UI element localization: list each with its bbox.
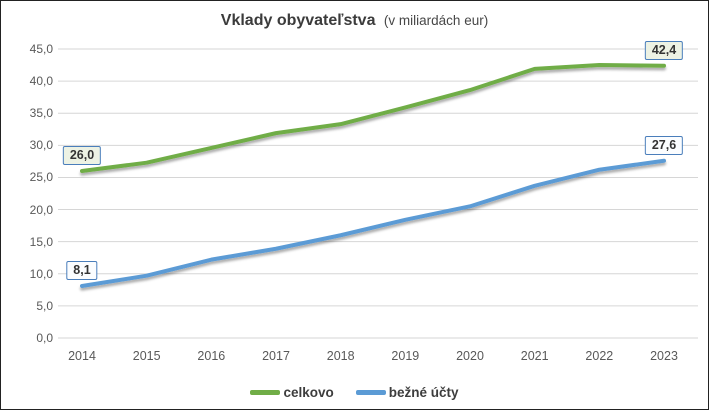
legend-item-bezne-ucty: bežné účty — [355, 385, 459, 400]
x-tick-label: 2014 — [68, 349, 96, 363]
data-label: 27,6 — [644, 135, 684, 155]
series-lines — [80, 63, 666, 288]
series-line-1 — [80, 158, 666, 288]
x-tick-label: 2016 — [197, 349, 226, 363]
gridlines — [58, 48, 698, 339]
legend: celkovo bežné účty — [1, 385, 708, 400]
y-tick-label: 30,0 — [29, 138, 53, 153]
chart-subtitle-text: (v miliardách eur) — [383, 13, 489, 28]
legend-item-celkovo: celkovo — [250, 385, 334, 400]
legend-marker-bezne-ucty — [355, 390, 386, 395]
x-tick-label: 2017 — [262, 349, 290, 363]
legend-marker-celkovo — [250, 390, 281, 395]
x-tick-label: 2018 — [326, 349, 355, 363]
x-tick-label: 2019 — [391, 349, 420, 363]
x-tick-label: 2022 — [585, 349, 614, 363]
legend-label-celkovo: celkovo — [283, 385, 334, 400]
chart-title-text: Vklady obyvateľstva — [220, 12, 376, 29]
x-tick-label: 2020 — [456, 349, 484, 363]
chart-title: Vklady obyvateľstva (v miliardách eur) — [1, 12, 708, 30]
y-tick-label: 0,0 — [36, 331, 53, 345]
legend-label-bezne-ucty: bežné účty — [388, 385, 459, 400]
y-tick-label: 5,0 — [36, 298, 53, 313]
y-tick-label: 20,0 — [29, 202, 53, 217]
x-tick-label: 2021 — [520, 349, 549, 363]
series-line-0 — [80, 63, 666, 174]
data-label: 42,4 — [644, 40, 684, 60]
y-tick-label: 15,0 — [29, 234, 53, 249]
y-tick-label: 25,0 — [29, 170, 53, 185]
y-tick-label: 40,0 — [29, 74, 53, 89]
data-label: 26,0 — [62, 146, 102, 166]
y-tick-label: 10,0 — [29, 266, 53, 281]
y-tick-label: 35,0 — [29, 106, 53, 121]
y-tick-label: 45,0 — [29, 42, 53, 56]
x-tick-label: 2023 — [650, 349, 678, 363]
data-label: 8,1 — [66, 260, 98, 280]
x-tick-label: 2015 — [132, 349, 161, 363]
